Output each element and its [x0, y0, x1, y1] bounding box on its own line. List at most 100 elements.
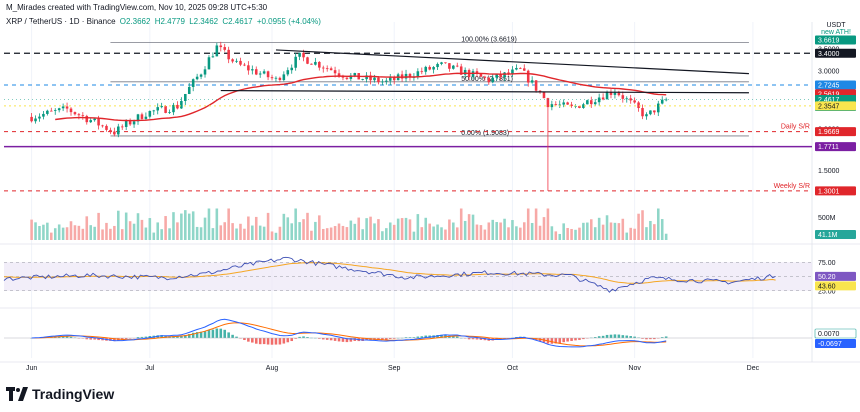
- macd-histogram-bar[interactable]: [262, 338, 266, 345]
- candle-body[interactable]: [310, 63, 313, 65]
- candle-body[interactable]: [89, 120, 92, 123]
- volume-bar[interactable]: [641, 210, 644, 240]
- macd-histogram-bar[interactable]: [570, 338, 573, 341]
- candle-body[interactable]: [282, 74, 286, 81]
- volume-bar[interactable]: [609, 222, 613, 240]
- macd-histogram-bar[interactable]: [203, 331, 207, 338]
- candle-body[interactable]: [278, 77, 282, 81]
- volume-bar[interactable]: [550, 226, 554, 240]
- macd-histogram-bar[interactable]: [184, 335, 187, 338]
- price-axis-label[interactable]: [815, 48, 856, 58]
- signal-last-label[interactable]: [815, 339, 856, 348]
- volume-bar[interactable]: [46, 222, 49, 240]
- candle-body[interactable]: [140, 114, 144, 119]
- volume-bar[interactable]: [522, 222, 526, 240]
- volume-bar[interactable]: [223, 222, 227, 240]
- macd-histogram-bar[interactable]: [128, 338, 132, 339]
- macd-histogram-bar[interactable]: [144, 336, 148, 338]
- macd-histogram-bar[interactable]: [621, 335, 625, 338]
- candle-body[interactable]: [314, 61, 317, 65]
- candle-body[interactable]: [156, 107, 159, 111]
- price-axis-label[interactable]: [815, 80, 856, 90]
- volume-bar[interactable]: [534, 208, 538, 241]
- candle-body[interactable]: [144, 116, 148, 119]
- macd-histogram-bar[interactable]: [554, 338, 558, 344]
- candle-body[interactable]: [621, 95, 625, 99]
- candle-body[interactable]: [184, 93, 187, 101]
- macd-histogram-bar[interactable]: [660, 337, 664, 338]
- candle-body[interactable]: [50, 110, 53, 112]
- candle-body[interactable]: [258, 73, 262, 75]
- volume-bar[interactable]: [582, 222, 585, 240]
- candle-body[interactable]: [385, 80, 388, 82]
- macd-histogram-bar[interactable]: [286, 338, 290, 343]
- volume-bar[interactable]: [53, 228, 57, 240]
- macd-histogram-bar[interactable]: [641, 338, 644, 339]
- macd-histogram-bar[interactable]: [479, 338, 483, 340]
- candle-body[interactable]: [381, 81, 384, 83]
- price-axis-label[interactable]: [815, 142, 856, 152]
- candle-body[interactable]: [526, 70, 530, 83]
- volume-bar[interactable]: [274, 232, 278, 240]
- macd-histogram-bar[interactable]: [495, 338, 498, 340]
- macd-histogram-bar[interactable]: [318, 338, 321, 339]
- candle-body[interactable]: [455, 65, 459, 67]
- candle-body[interactable]: [664, 99, 668, 101]
- volume-bar[interactable]: [42, 224, 45, 240]
- macd-histogram-bar[interactable]: [211, 329, 215, 338]
- volume-bar[interactable]: [89, 225, 92, 240]
- candle-body[interactable]: [93, 118, 96, 121]
- volume-bar[interactable]: [463, 220, 467, 240]
- volume-bar[interactable]: [452, 222, 455, 240]
- candle-body[interactable]: [176, 104, 179, 109]
- candle-body[interactable]: [46, 110, 49, 114]
- macd-histogram-bar[interactable]: [278, 338, 282, 345]
- macd-histogram-bar[interactable]: [302, 336, 305, 338]
- volume-bar[interactable]: [270, 231, 274, 240]
- volume-bar[interactable]: [341, 225, 345, 240]
- candle-body[interactable]: [274, 77, 278, 79]
- volume-bar[interactable]: [337, 223, 341, 240]
- macd-histogram-bar[interactable]: [578, 338, 581, 340]
- volume-bar[interactable]: [499, 222, 502, 240]
- volume-bar[interactable]: [530, 222, 534, 240]
- candle-body[interactable]: [605, 92, 609, 100]
- volume-bar[interactable]: [562, 223, 565, 240]
- volume-bar[interactable]: [314, 221, 317, 240]
- volume-bar[interactable]: [176, 222, 179, 240]
- candle-body[interactable]: [475, 71, 479, 74]
- macd-histogram-bar[interactable]: [254, 338, 258, 344]
- volume-bar[interactable]: [65, 227, 69, 240]
- candle-body[interactable]: [377, 77, 380, 83]
- macd-histogram-bar[interactable]: [471, 338, 475, 340]
- volume-bar[interactable]: [597, 217, 601, 240]
- volume-bar[interactable]: [144, 227, 148, 240]
- volume-bar[interactable]: [570, 228, 573, 240]
- macd-histogram-bar[interactable]: [65, 336, 69, 338]
- volume-bar[interactable]: [105, 222, 108, 240]
- macd-histogram-bar[interactable]: [337, 338, 341, 342]
- candle-body[interactable]: [369, 75, 372, 81]
- candle-body[interactable]: [491, 77, 495, 83]
- volume-bar[interactable]: [471, 214, 475, 240]
- volume-bar[interactable]: [160, 229, 163, 240]
- macd-histogram-bar[interactable]: [247, 338, 250, 342]
- volume-bar[interactable]: [424, 217, 428, 240]
- rsi-ma-line[interactable]: [3, 262, 776, 284]
- candle-body[interactable]: [57, 108, 61, 111]
- macd-histogram-bar[interactable]: [341, 338, 345, 342]
- volume-bar[interactable]: [235, 228, 238, 240]
- tradingview-brand[interactable]: TradingView: [6, 386, 114, 402]
- macd-histogram-bar[interactable]: [136, 337, 140, 338]
- candle-body[interactable]: [219, 45, 223, 48]
- candle-body[interactable]: [152, 110, 156, 112]
- macd-histogram-bar[interactable]: [251, 338, 254, 343]
- candle-body[interactable]: [191, 79, 195, 87]
- trendline[interactable]: [220, 89, 749, 94]
- macd-histogram-bar[interactable]: [645, 338, 648, 340]
- price-axis-label[interactable]: [815, 186, 856, 196]
- volume-bar[interactable]: [61, 227, 65, 240]
- volume-bar[interactable]: [373, 223, 376, 240]
- volume-bar[interactable]: [657, 208, 660, 241]
- volume-bar[interactable]: [148, 218, 152, 240]
